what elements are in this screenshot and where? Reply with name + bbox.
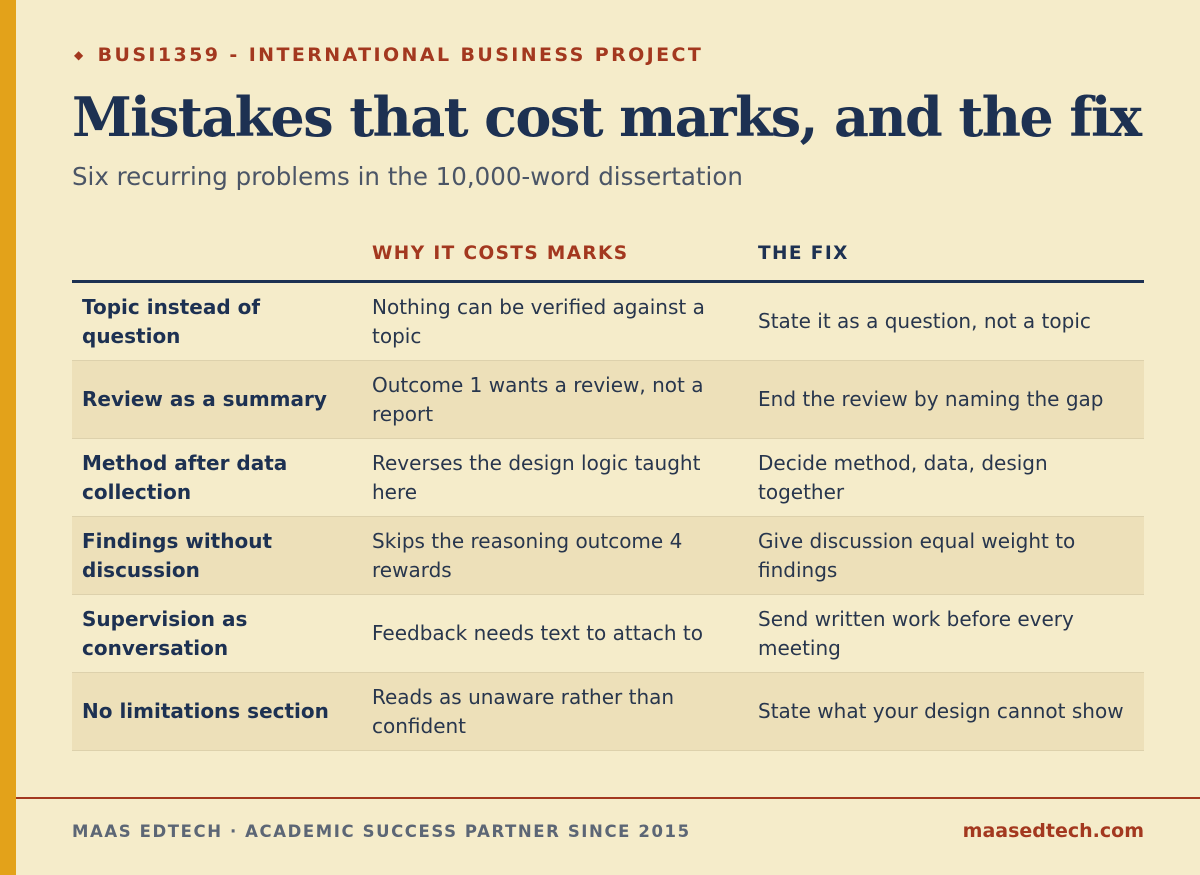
why-cell: Nothing can be verified against a topic — [362, 281, 748, 361]
table-row: Findings without discussion Skips the re… — [72, 516, 1144, 595]
mistake-cell: Supervision as conversation — [72, 594, 362, 673]
footer-website: maasedtech.com — [962, 820, 1144, 842]
table-row: Topic instead of question Nothing can be… — [72, 281, 1144, 361]
table-row: Method after data collection Reverses th… — [72, 438, 1144, 517]
fix-cell: State what your design cannot show — [748, 672, 1144, 751]
why-cell: Reverses the design logic taught here — [362, 438, 748, 517]
footer-divider — [16, 797, 1200, 799]
table-row: Review as a summary Outcome 1 wants a re… — [72, 360, 1144, 439]
page-subtitle: Six recurring problems in the 10,000-wor… — [72, 162, 743, 191]
footer-tagline: MAAS EDTECH · ACADEMIC SUCCESS PARTNER S… — [72, 822, 691, 841]
mistake-cell: Method after data collection — [72, 438, 362, 517]
mistakes-table: WHY IT COSTS MARKS THE FIX Topic instead… — [72, 226, 1144, 751]
fix-cell: Decide method, data, design together — [748, 438, 1144, 517]
diamond-icon: ◆ — [74, 48, 86, 62]
mistake-cell: No limitations section — [72, 672, 362, 751]
why-cell: Outcome 1 wants a review, not a report — [362, 360, 748, 439]
mistake-cell: Topic instead of question — [72, 281, 362, 361]
left-accent-bar — [0, 0, 16, 875]
header-why-it-costs-marks: WHY IT COSTS MARKS — [362, 226, 748, 283]
table-row: No limitations section Reads as unaware … — [72, 672, 1144, 751]
course-label: ◆ BUSI1359 - INTERNATIONAL BUSINESS PROJE… — [74, 44, 703, 66]
table-row: Supervision as conversation Feedback nee… — [72, 594, 1144, 673]
header-the-fix: THE FIX — [748, 226, 1144, 283]
course-label-text: BUSI1359 - INTERNATIONAL BUSINESS PROJEC… — [97, 44, 704, 66]
fix-cell: State it as a question, not a topic — [748, 281, 1144, 361]
why-cell: Reads as unaware rather than confident — [362, 672, 748, 751]
mistake-cell: Review as a summary — [72, 360, 362, 439]
fix-cell: End the review by naming the gap — [748, 360, 1144, 439]
header-mistake — [72, 226, 362, 283]
why-cell: Feedback needs text to attach to — [362, 594, 748, 673]
why-cell: Skips the reasoning outcome 4 rewards — [362, 516, 748, 595]
fix-cell: Give discussion equal weight to findings — [748, 516, 1144, 595]
table-header-row: WHY IT COSTS MARKS THE FIX — [72, 226, 1144, 283]
mistake-cell: Findings without discussion — [72, 516, 362, 595]
fix-cell: Send written work before every meeting — [748, 594, 1144, 673]
page-title: Mistakes that cost marks, and the fix — [72, 85, 1142, 149]
